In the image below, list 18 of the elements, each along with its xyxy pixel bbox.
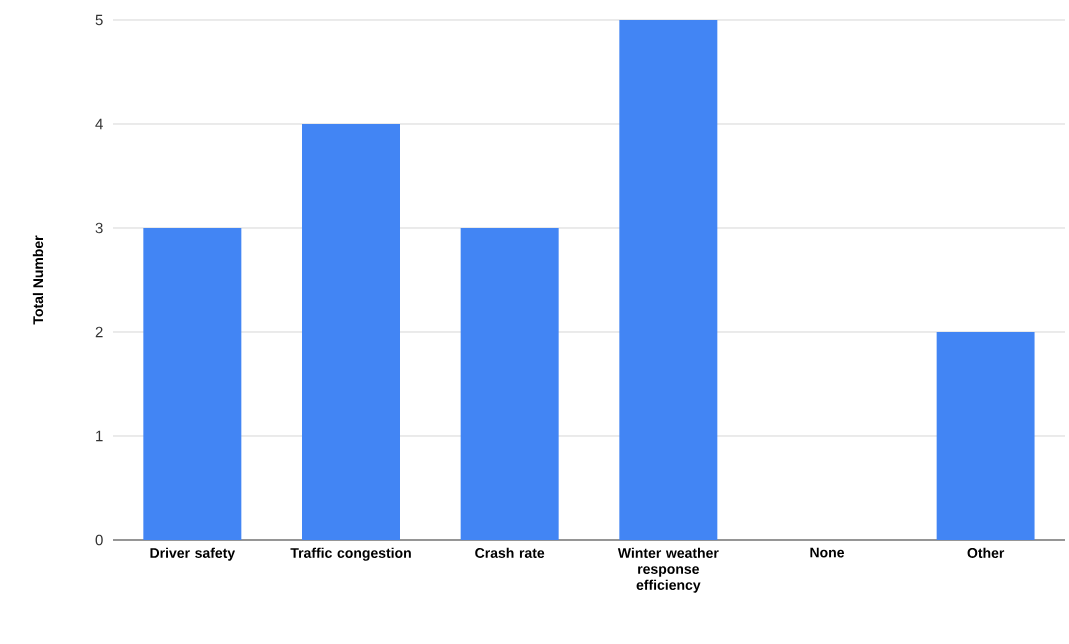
y-tick-label: 5: [95, 14, 103, 26]
bar: [302, 123, 400, 540]
y-tick-label: 4: [95, 118, 103, 130]
y-tick-label: 3: [95, 222, 103, 234]
y-tick-label: 2: [95, 326, 103, 338]
x-tick-label: Traffic congestion: [290, 547, 411, 561]
x-tick-label: Other: [967, 547, 1005, 558]
x-tick-label: Winter weather response efficiency: [617, 547, 719, 593]
bar: [143, 227, 242, 540]
bar: [936, 331, 1035, 540]
bar: [619, 19, 718, 540]
bar: [460, 227, 559, 540]
y-tick-label: 0: [95, 534, 103, 546]
x-tick-label: Crash rate: [475, 547, 545, 558]
x-tick-label: Driver safety: [150, 547, 236, 561]
y-axis-title: Total Number: [32, 235, 44, 325]
x-tick-label: None: [810, 547, 845, 558]
y-tick-label: 1: [96, 430, 103, 442]
